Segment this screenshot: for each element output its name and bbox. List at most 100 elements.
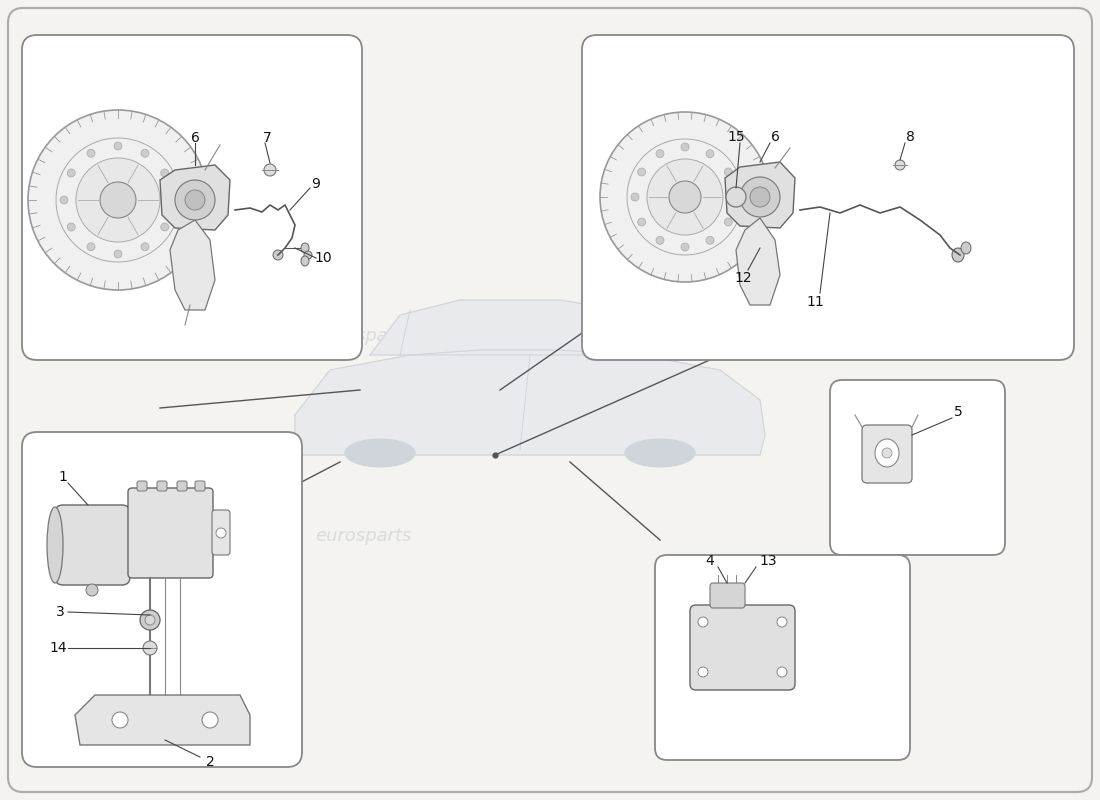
Polygon shape [370, 300, 680, 355]
Ellipse shape [740, 177, 780, 217]
Text: 3: 3 [56, 605, 65, 619]
Ellipse shape [216, 528, 225, 538]
Text: 9: 9 [311, 177, 320, 191]
Ellipse shape [631, 193, 639, 201]
Ellipse shape [304, 251, 312, 259]
Ellipse shape [625, 439, 695, 467]
Ellipse shape [264, 164, 276, 176]
Ellipse shape [777, 667, 786, 677]
Text: 2: 2 [206, 755, 214, 769]
FancyBboxPatch shape [177, 481, 187, 491]
Text: 15: 15 [727, 130, 745, 144]
Text: 14: 14 [50, 641, 67, 655]
Text: eurosparts: eurosparts [645, 247, 741, 265]
Text: 6: 6 [190, 131, 199, 145]
FancyBboxPatch shape [710, 583, 745, 608]
Ellipse shape [141, 242, 149, 250]
Ellipse shape [681, 243, 689, 251]
Polygon shape [736, 218, 780, 305]
FancyBboxPatch shape [690, 605, 795, 690]
Text: 11: 11 [806, 295, 824, 309]
Ellipse shape [87, 150, 95, 158]
FancyBboxPatch shape [195, 481, 205, 491]
Text: 5: 5 [954, 405, 962, 419]
Ellipse shape [60, 196, 68, 204]
Ellipse shape [732, 193, 739, 201]
Ellipse shape [140, 610, 159, 630]
Text: 8: 8 [905, 130, 914, 144]
Ellipse shape [681, 143, 689, 151]
Ellipse shape [952, 248, 964, 262]
FancyBboxPatch shape [157, 481, 167, 491]
Ellipse shape [698, 617, 708, 627]
Ellipse shape [175, 180, 214, 220]
Ellipse shape [301, 256, 309, 266]
Text: 13: 13 [759, 554, 777, 568]
Ellipse shape [161, 223, 168, 231]
Polygon shape [170, 220, 214, 310]
Ellipse shape [961, 242, 971, 254]
Text: eurosparts: eurosparts [315, 327, 411, 345]
Ellipse shape [726, 187, 746, 207]
Text: 6: 6 [771, 130, 780, 144]
Ellipse shape [895, 160, 905, 170]
Ellipse shape [202, 712, 218, 728]
Ellipse shape [750, 187, 770, 207]
FancyBboxPatch shape [862, 425, 912, 483]
Ellipse shape [724, 168, 733, 176]
FancyBboxPatch shape [22, 432, 302, 767]
Ellipse shape [114, 250, 122, 258]
Ellipse shape [145, 615, 155, 625]
Ellipse shape [345, 439, 415, 467]
Ellipse shape [100, 182, 136, 218]
Ellipse shape [76, 158, 160, 242]
Text: 1: 1 [58, 470, 67, 484]
Ellipse shape [67, 169, 75, 177]
Ellipse shape [706, 236, 714, 244]
FancyBboxPatch shape [582, 35, 1074, 360]
Ellipse shape [87, 242, 95, 250]
Text: 7: 7 [263, 131, 272, 145]
Ellipse shape [698, 667, 708, 677]
Ellipse shape [112, 712, 128, 728]
Polygon shape [725, 162, 795, 228]
Ellipse shape [724, 218, 733, 226]
FancyBboxPatch shape [654, 555, 910, 760]
Text: eurosparts: eurosparts [612, 439, 708, 457]
Ellipse shape [882, 448, 892, 458]
Ellipse shape [141, 150, 149, 158]
Ellipse shape [706, 150, 714, 158]
Ellipse shape [67, 223, 75, 231]
FancyBboxPatch shape [128, 488, 213, 578]
Ellipse shape [168, 196, 176, 204]
Ellipse shape [114, 142, 122, 150]
Ellipse shape [638, 168, 646, 176]
Text: 10: 10 [315, 251, 332, 265]
Ellipse shape [656, 236, 664, 244]
Ellipse shape [301, 243, 309, 253]
Ellipse shape [143, 641, 157, 655]
Ellipse shape [185, 190, 205, 210]
Ellipse shape [86, 584, 98, 596]
FancyBboxPatch shape [22, 35, 362, 360]
Ellipse shape [874, 439, 899, 467]
Ellipse shape [638, 218, 646, 226]
Ellipse shape [273, 250, 283, 260]
Polygon shape [295, 350, 764, 455]
Ellipse shape [647, 159, 723, 235]
Ellipse shape [600, 112, 770, 282]
Text: 4: 4 [705, 554, 714, 568]
Ellipse shape [47, 507, 63, 583]
Text: eurosparts: eurosparts [315, 527, 411, 545]
Ellipse shape [777, 617, 786, 627]
Ellipse shape [656, 150, 664, 158]
Ellipse shape [161, 169, 168, 177]
Polygon shape [75, 695, 250, 745]
FancyBboxPatch shape [138, 481, 147, 491]
Ellipse shape [669, 181, 701, 213]
Ellipse shape [28, 110, 208, 290]
Polygon shape [160, 165, 230, 230]
Text: 12: 12 [734, 271, 751, 285]
FancyBboxPatch shape [830, 380, 1005, 555]
FancyBboxPatch shape [55, 505, 130, 585]
